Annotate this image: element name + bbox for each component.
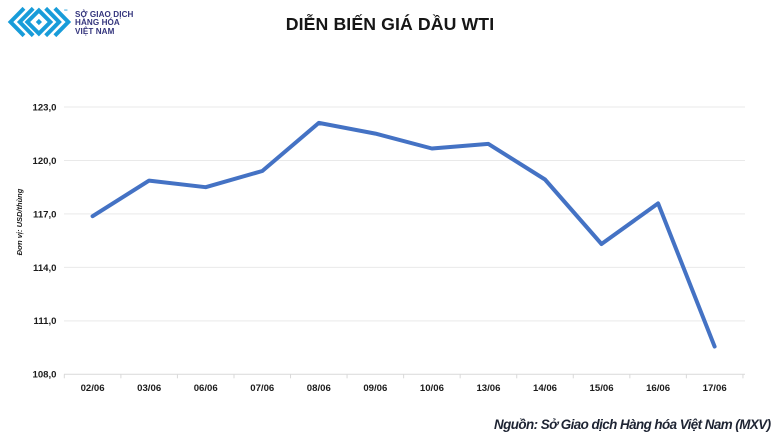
- x-tick-label: 09/06: [363, 383, 387, 394]
- x-tick-label: 10/06: [420, 383, 444, 394]
- x-tick-label: 13/06: [476, 383, 500, 394]
- x-tick-label: 03/06: [137, 383, 161, 394]
- y-tick-label: 123,0: [32, 102, 56, 113]
- x-tick-label: 17/06: [703, 383, 727, 394]
- chart-title: DIỄN BIẾN GIÁ DẦU WTI: [285, 14, 495, 34]
- x-tick-label: 06/06: [194, 383, 218, 394]
- y-tick-label: 114,0: [33, 263, 56, 274]
- x-tick-label: 14/06: [533, 383, 557, 394]
- x-tick-label: 15/06: [590, 383, 614, 394]
- logo-line-2: HÀNG HÓA: [75, 18, 120, 28]
- x-tick-label: 08/06: [307, 383, 331, 394]
- price-line: [90, 120, 717, 349]
- y-tick-label: 108,0: [32, 370, 56, 381]
- logo-line-3: VIỆT NAM: [75, 27, 115, 36]
- x-tick-label: 02/06: [81, 383, 105, 394]
- logo-line-1: SỞ GIAO DỊCH: [75, 9, 134, 19]
- x-tick-label: 16/06: [646, 383, 670, 394]
- source-note: Nguồn: Sở Giao dịch Hàng hóa Việt Nam (M…: [494, 416, 771, 432]
- y-tick-label: 120,0: [32, 156, 56, 167]
- y-tick-label: 111,0: [34, 316, 57, 327]
- mxv-logo-icon: [7, 6, 72, 38]
- x-tick-label: 07/06: [250, 383, 274, 394]
- mxv-logo: SỞ GIAO DỊCH HÀNG HÓA VIỆT NAM: [7, 6, 134, 38]
- mxv-logo-text: SỞ GIAO DỊCH HÀNG HÓA VIỆT NAM: [75, 9, 134, 37]
- y-tick-label: 117,0: [33, 209, 56, 220]
